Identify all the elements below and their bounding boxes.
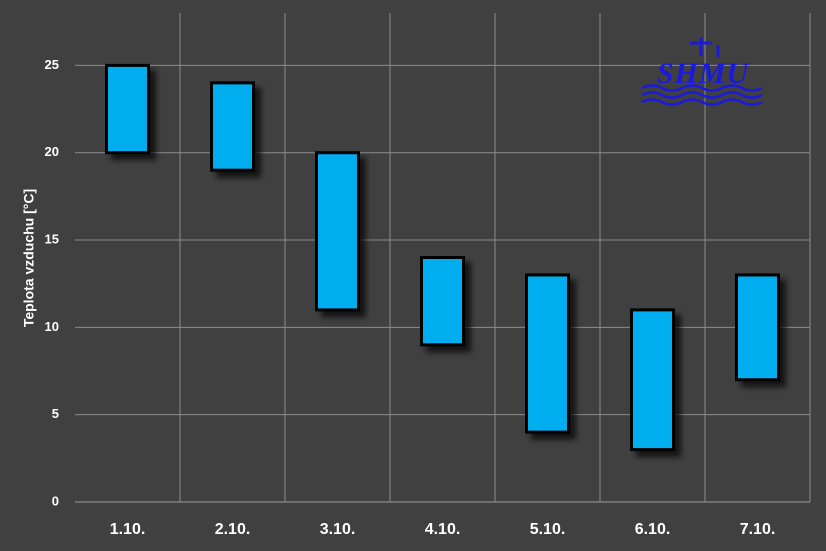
range-bar xyxy=(420,256,465,347)
x-tick-label: 2.10. xyxy=(215,521,251,538)
y-tick-label: 0 xyxy=(52,493,59,508)
logo: SHMU xyxy=(641,38,763,106)
y-tick-label: 10 xyxy=(45,319,59,334)
x-tick-label: 7.10. xyxy=(740,521,776,538)
range-bar xyxy=(105,63,150,155)
range-bar xyxy=(630,308,675,452)
x-tick-label: 3.10. xyxy=(320,521,356,538)
x-tick-label: 1.10. xyxy=(110,521,146,538)
logo-waves xyxy=(641,84,763,106)
range-bar xyxy=(315,151,360,312)
y-axis-label: Teplota vzduchu [°C] xyxy=(21,189,37,327)
range-bar xyxy=(210,81,255,172)
y-tick-label: 15 xyxy=(45,231,59,246)
x-tick-label: 4.10. xyxy=(425,521,461,538)
y-tick-label: 5 xyxy=(52,406,59,421)
x-tick-label: 5.10. xyxy=(530,521,566,538)
range-bar xyxy=(735,273,780,382)
x-tick-label: 6.10. xyxy=(635,521,671,538)
y-tick-label: 20 xyxy=(45,144,59,159)
logo-icon xyxy=(690,38,720,58)
y-tick-label: 25 xyxy=(45,57,59,72)
range-bar xyxy=(525,273,570,434)
